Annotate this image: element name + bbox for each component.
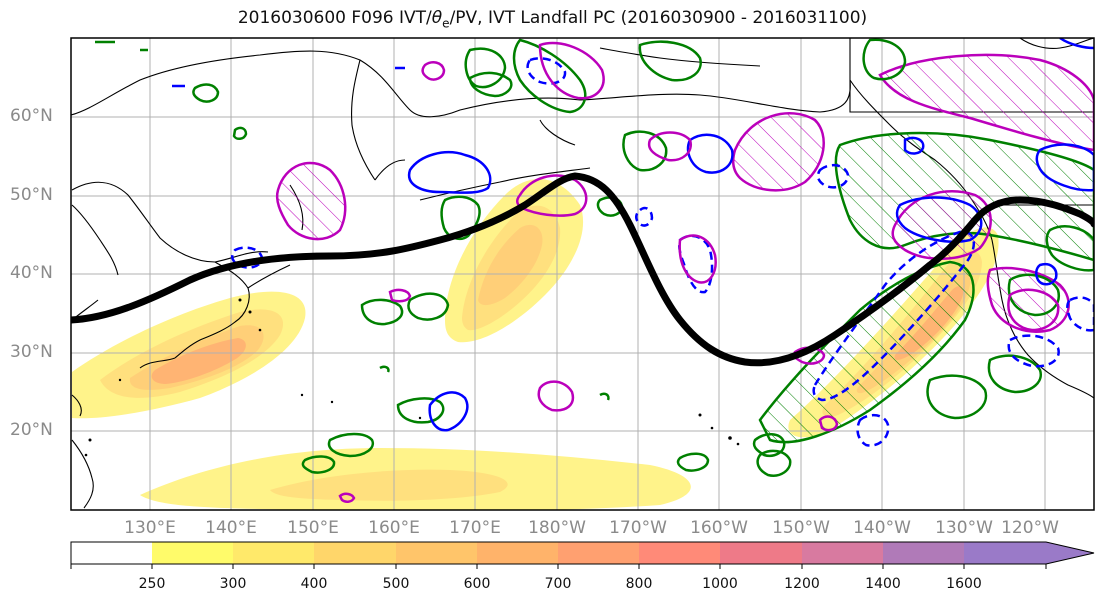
colorbar-label-1000: 1000 bbox=[702, 576, 738, 592]
lon-label-150w: 150°W bbox=[772, 518, 830, 538]
title-theta: θ bbox=[431, 8, 443, 28]
theta-e-dashed-contours bbox=[231, 57, 1094, 447]
lon-label-170w: 170°W bbox=[609, 518, 667, 538]
colorbar-label-250: 250 bbox=[138, 576, 166, 592]
hatched-regions bbox=[275, 53, 1094, 444]
colorbar-seg-0 bbox=[71, 542, 152, 564]
colorbar-seg-2 bbox=[233, 542, 314, 564]
colorbar-seg-7 bbox=[639, 542, 720, 564]
colorbar-seg-3 bbox=[314, 542, 396, 564]
title-theta-sub: e bbox=[442, 16, 450, 31]
colorbar-seg-1 bbox=[152, 542, 233, 564]
colorbar-ticks bbox=[70, 564, 1047, 569]
lon-label-140e: 140°E bbox=[205, 518, 257, 538]
lat-label-40n: 40°N bbox=[10, 263, 53, 283]
ivt-plume-central bbox=[445, 178, 584, 343]
colorbar-seg-10 bbox=[883, 542, 964, 564]
pv-contours bbox=[95, 38, 1094, 477]
lon-label-150e: 150°E bbox=[287, 518, 339, 538]
colorbar-label-1600: 1600 bbox=[946, 576, 982, 592]
colorbar-label-800: 800 bbox=[625, 576, 653, 592]
lat-label-20n: 20°N bbox=[10, 420, 53, 440]
colorbar-seg-6 bbox=[558, 542, 639, 564]
colorbar-seg-5 bbox=[477, 542, 558, 564]
colorbar-segments bbox=[71, 542, 1094, 564]
colorbar-label-300: 300 bbox=[219, 576, 247, 592]
title-prefix: 2016030600 F096 IVT/ bbox=[237, 8, 432, 28]
lon-label-130e: 130°E bbox=[124, 518, 176, 538]
lon-label-160w: 160°W bbox=[690, 518, 748, 538]
colorbar-label-400: 400 bbox=[300, 576, 328, 592]
map-contents bbox=[71, 38, 1094, 510]
colorbar-label-500: 500 bbox=[382, 576, 410, 592]
title-suffix: /PV, IVT Landfall PC (2016030900 - 20160… bbox=[449, 8, 868, 28]
lon-label-130w: 130°W bbox=[935, 518, 993, 538]
ivt-band-south bbox=[140, 448, 691, 510]
colorbar-label-1400: 1400 bbox=[865, 576, 901, 592]
ivt-plume-west bbox=[72, 291, 306, 419]
lat-label-30n: 30°N bbox=[10, 342, 53, 362]
theta-e-contours bbox=[172, 38, 1094, 432]
lon-label-180w: 180°W bbox=[528, 518, 586, 538]
colorbar-label-700: 700 bbox=[544, 576, 572, 592]
lon-label-160e: 160°E bbox=[368, 518, 420, 538]
lat-label-50n: 50°N bbox=[10, 185, 53, 205]
colorbar-seg-9 bbox=[802, 542, 883, 564]
colorbar-extend-arrow bbox=[964, 542, 1094, 564]
jet-axis-line bbox=[71, 172, 1094, 367]
colorbar-outline bbox=[70, 541, 1095, 565]
map-frame bbox=[70, 37, 1095, 511]
lat-label-60n: 60°N bbox=[10, 106, 53, 126]
colorbar-label-600: 600 bbox=[463, 576, 491, 592]
lon-label-140w: 140°W bbox=[853, 518, 911, 538]
colorbar-label-1200: 1200 bbox=[784, 576, 820, 592]
figure-title: 2016030600 F096 IVT/θe/PV, IVT Landfall … bbox=[0, 8, 1105, 30]
colorbar-seg-4 bbox=[396, 542, 477, 564]
colorbar-seg-8 bbox=[720, 542, 802, 564]
lon-label-170e: 170°E bbox=[449, 518, 501, 538]
landfall-contours bbox=[338, 41, 1060, 503]
lon-label-120w: 120°W bbox=[1001, 518, 1059, 538]
